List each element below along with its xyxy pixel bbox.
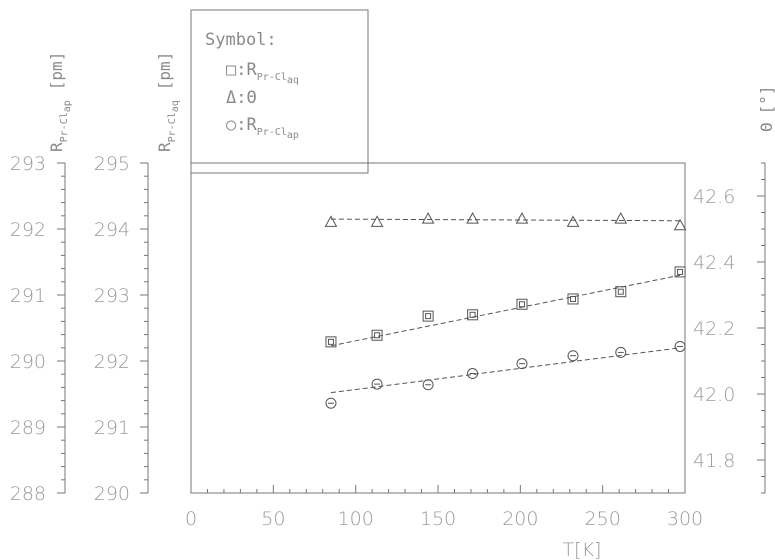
axis-title-sub: Pr-Cl — [59, 112, 70, 142]
data-point-square — [325, 336, 337, 348]
legend-entry-label: Δ:Θ — [226, 88, 257, 108]
tick-label: 292 — [10, 219, 46, 241]
axis-title-unit: [pm] — [47, 52, 66, 91]
axis-title-unit: [pm] — [155, 52, 174, 91]
tick-label: 292 — [94, 351, 130, 373]
svg-text:Θ[°]: Θ [°] — [757, 85, 775, 132]
tick-label: 290 — [94, 483, 130, 505]
y-axis-aq: 290 291 292 293 294 295 RPr-Claq [pm] — [94, 52, 181, 505]
data-point-square — [516, 298, 528, 310]
svg-text:RPr-Claq[pm]: RPr-Claq [pm] — [155, 52, 181, 152]
data-point-triangle — [421, 212, 435, 224]
legend-title: Symbol: — [205, 30, 277, 50]
data-point-square — [674, 266, 686, 278]
svg-text:Δ:Θ: Δ:Θ — [226, 88, 257, 108]
data-point-circle — [615, 346, 627, 358]
legend-entry-sub: Pr-Cl — [257, 127, 287, 138]
tick-label: 291 — [94, 417, 130, 439]
axis-title-sub: Pr-Cl — [167, 112, 178, 142]
data-point-triangle — [673, 218, 687, 231]
data-point-triangle — [324, 215, 338, 227]
x-tick-label: 300 — [667, 508, 703, 530]
axis-title-main: R — [155, 142, 174, 152]
axis-title-subsub: aq — [170, 100, 181, 112]
data-point-triangle — [566, 215, 580, 227]
legend-entry: □:RPr-Claq — [226, 60, 299, 86]
data-point-triangle — [515, 212, 529, 224]
tick-label: 42.2 — [693, 318, 735, 340]
x-tick-label: 200 — [502, 508, 538, 530]
legend-entry: Δ:Θ — [226, 88, 257, 108]
fit-line — [330, 347, 681, 394]
x-axis: 0 50 100 150 200 250 300 T[K] — [185, 485, 703, 560]
axis-title: Θ [°] — [757, 85, 775, 132]
tick-label: 295 — [94, 153, 130, 175]
data-point-triangle — [466, 212, 479, 224]
data-point-circle — [516, 358, 528, 370]
data-point-circle — [422, 379, 434, 391]
x-tick-label: 250 — [585, 508, 621, 530]
fit-line — [330, 218, 681, 222]
data-point-square — [371, 329, 383, 341]
x-tick-label: 150 — [420, 508, 456, 530]
tick-label: 290 — [10, 351, 46, 373]
data-point-circle — [567, 350, 579, 362]
svg-text:○:RPr-Clap: ○:RPr-Clap — [226, 115, 299, 141]
legend-entry-subsub: ap — [287, 130, 299, 141]
axis-title-subsub: ap — [62, 100, 73, 112]
data-point-circle — [467, 368, 479, 380]
legend-box — [190, 9, 369, 174]
x-tick-label: 0 — [185, 508, 197, 530]
legend-entry-label: ○:R — [226, 115, 257, 135]
tick-label: 293 — [10, 153, 46, 175]
axis-title-unit: [°] — [757, 85, 775, 114]
fit-line — [330, 274, 681, 347]
data-point-square — [615, 286, 627, 298]
tick-label: 42.4 — [693, 252, 735, 274]
data-point-triangle — [614, 212, 628, 224]
y-axis-theta: 41.8 42.0 42.2 42.4 42.6 Θ [°] — [693, 85, 775, 494]
legend-entry: ○:RPr-Clap — [226, 115, 299, 141]
data-point-square — [422, 310, 434, 322]
tick-label: 42.0 — [693, 384, 735, 406]
x-tick-label: 50 — [261, 508, 285, 530]
axis-title-main: Θ — [757, 122, 775, 132]
tick-label: 288 — [10, 483, 46, 505]
svg-text:□:RPr-Claq: □:RPr-Claq — [226, 60, 299, 86]
x-axis-title: T[K] — [563, 539, 602, 560]
tick-label: 41.8 — [693, 450, 735, 472]
data-point-circle — [371, 378, 383, 390]
legend-entry-subsub: aq — [287, 75, 299, 86]
data-point-square — [567, 293, 579, 305]
data-point-circle — [674, 340, 686, 352]
data-point-circle — [325, 397, 337, 409]
axis-title-main: R — [47, 142, 66, 152]
axis-title: RPr-Claq [pm] — [155, 52, 181, 152]
svg-text:RPr-Clap[pm]: RPr-Clap [pm] — [47, 52, 73, 152]
tick-label: 42.6 — [693, 186, 735, 208]
tick-label: 289 — [10, 417, 46, 439]
tick-label: 291 — [10, 285, 46, 307]
tick-label: 293 — [94, 285, 130, 307]
axis-title: RPr-Clap [pm] — [47, 52, 73, 152]
legend-entry-label: □:R — [226, 60, 257, 80]
legend-entry-sub: Pr-Cl — [257, 72, 287, 83]
plot-area — [190, 162, 686, 494]
plot-marks — [324, 212, 687, 409]
data-point-square — [467, 309, 479, 321]
data-point-triangle — [370, 215, 384, 227]
tick-label: 294 — [94, 219, 130, 241]
x-tick-label: 100 — [338, 508, 374, 530]
